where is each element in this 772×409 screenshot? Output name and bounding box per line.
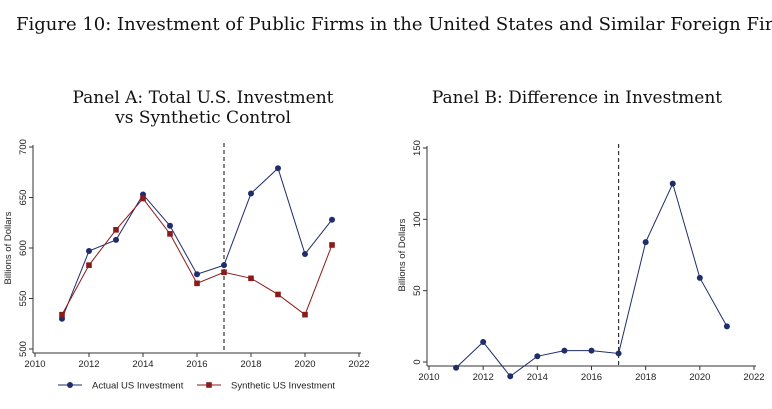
panel-a-series-1-point xyxy=(194,280,200,287)
figure-title: Figure 10: Investment of Public Firms in… xyxy=(16,14,772,35)
panel-a-x-tick-label: 2012 xyxy=(78,359,99,370)
panel-a-y-tick-label: 550 xyxy=(18,291,29,307)
panel-b-x-tick-label: 2018 xyxy=(635,372,656,383)
panel-a-series-0-point xyxy=(221,262,227,269)
panel-a-x-tick-label: 2018 xyxy=(240,359,261,370)
panel-b-y-tick-label: 50 xyxy=(412,285,423,296)
panel-a-series-0-point xyxy=(275,165,281,172)
panel-b-series-0-point xyxy=(723,323,730,330)
panel-b-x-tick-label: 2012 xyxy=(473,372,494,383)
panel-a-x-tick-label: 2010 xyxy=(24,359,45,370)
panel-a-x-tick-label: 2016 xyxy=(186,359,207,370)
panel-a-title-line2: vs Synthetic Control xyxy=(115,108,291,128)
panel-a-series-1-point xyxy=(113,227,119,233)
panel-a-y-axis-label: Billions of Dollars xyxy=(3,211,14,284)
legend-marker-0 xyxy=(67,382,73,388)
panel-b-y-tick-label: 0 xyxy=(412,359,423,364)
panel-b-x-tick-label: 2016 xyxy=(581,372,602,383)
panel-a-x-tick-label: 2022 xyxy=(348,359,369,370)
panel-b-y-tick-label: 150 xyxy=(412,140,423,156)
panel-b-x-tick-label: 2010 xyxy=(418,372,439,383)
panel-b-x-tick-label: 2014 xyxy=(527,372,548,383)
panel-b-series-0-point xyxy=(480,339,487,346)
panel-a-y-tick-label: 650 xyxy=(18,190,29,206)
panel-b-series-0-point xyxy=(561,347,568,354)
panel-a-y-tick-label: 700 xyxy=(18,139,29,155)
panel-a-y-tick-label: 500 xyxy=(18,341,29,357)
panel-b-series-0-point xyxy=(696,274,703,281)
panel-a-series-1-point xyxy=(329,242,335,248)
panel-b-series-0-point xyxy=(453,364,460,371)
panel-b-series-line-0 xyxy=(455,182,728,377)
panel-a-x-tick-label: 2020 xyxy=(294,359,315,370)
panel-b-series-0-point xyxy=(534,353,541,360)
panel-b-y-axis-label: Billions of Dollars xyxy=(397,218,408,291)
legend-label-1: Synthetic US Investment xyxy=(231,381,335,392)
panel-a-series-1-point xyxy=(248,275,254,282)
panel-b-series-0-point xyxy=(588,347,595,354)
panel-a-series-1-point xyxy=(221,269,227,276)
panel-b-series-0-point xyxy=(507,373,514,380)
legend-marker-1 xyxy=(206,382,212,388)
panel-a-series-0-point xyxy=(113,236,119,243)
panel-a-series-1-point xyxy=(140,195,146,202)
panel-a-series-0-point xyxy=(167,222,173,229)
panel-a-series-0-point xyxy=(248,190,254,197)
panel-a-title-line1: Panel A: Total U.S. Investment xyxy=(72,88,334,108)
panel-a-series-0-point xyxy=(302,251,308,258)
panel-a-x-tick-label: 2014 xyxy=(132,359,153,370)
panel-a-y-tick-label: 600 xyxy=(18,240,29,256)
panel-b-series-0-point xyxy=(669,180,676,187)
panel-b-series-0-point xyxy=(615,350,622,357)
panel-b-x-tick-label: 2022 xyxy=(743,372,764,383)
panel-a-series-1-point xyxy=(167,231,173,237)
panel-b-y-tick-label: 100 xyxy=(412,211,423,227)
panel-b-series-0-point xyxy=(642,239,649,246)
legend-label-0: Actual US Investment xyxy=(92,381,184,392)
panel-b-title: Panel B: Difference in Investment xyxy=(431,88,723,108)
panel-a-title: Panel A: Total U.S. Investment vs Synthe… xyxy=(38,88,368,128)
panel-a-series-1-point xyxy=(302,311,308,318)
panel-b-x-tick-label: 2020 xyxy=(689,372,710,383)
panel-a-series-1-point xyxy=(86,262,92,268)
panel-a-series-0-point xyxy=(194,271,200,278)
panel-a-series-0-point xyxy=(86,248,92,255)
panel-a-series-0-point xyxy=(329,216,335,223)
panel-a-series-1-point xyxy=(275,291,281,298)
panel-a-series-1-point xyxy=(59,311,65,318)
